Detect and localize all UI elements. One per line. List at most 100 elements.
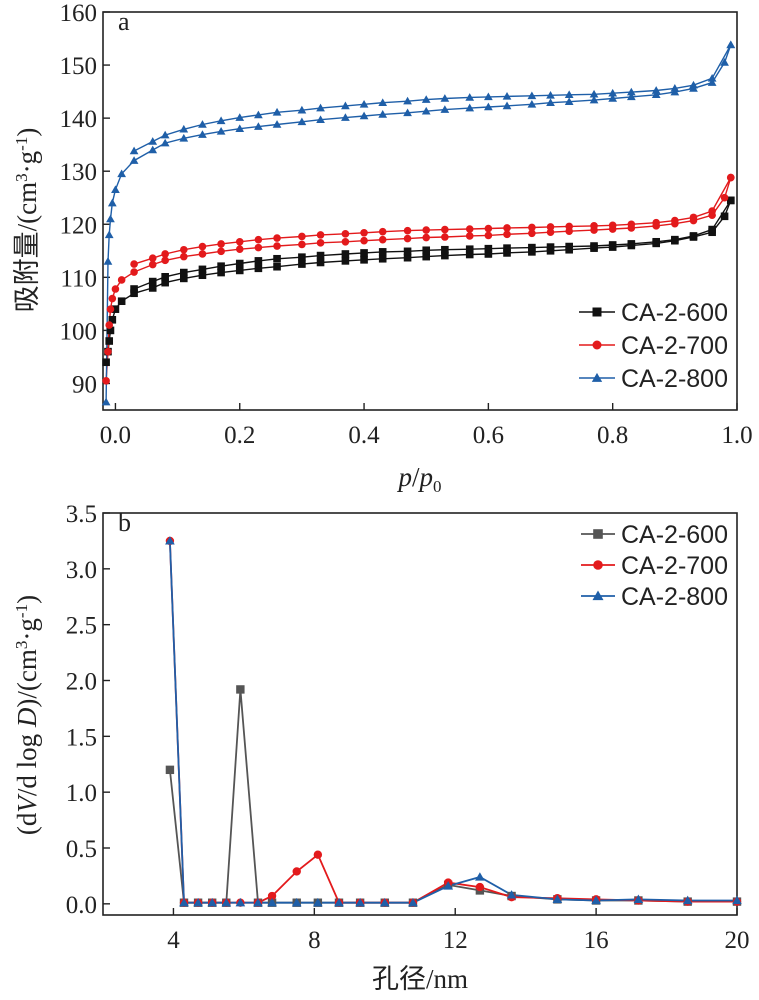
CA-2-800-adsorption-point xyxy=(484,102,493,111)
CA-2-700-desorption-point xyxy=(652,218,660,227)
CA-2-700-desorption-point xyxy=(708,207,716,215)
CA-2-600-desorption-point xyxy=(130,285,138,293)
CA-2-600-adsorption-point xyxy=(130,289,138,298)
CA-2-700-desorption-point xyxy=(608,221,617,230)
CA-2-700-adsorption-point xyxy=(254,243,263,252)
CA-2-700-adsorption-point xyxy=(528,229,536,238)
CA-2-700-adsorption-point xyxy=(422,233,431,242)
y-tick-label: 1.0 xyxy=(66,780,97,807)
CA-2-700-desorption-point xyxy=(726,173,735,182)
CA-2-800-desorption-point xyxy=(707,73,717,82)
CA-2-700-desorption-point xyxy=(254,235,263,244)
CA-2-800-adsorption-point xyxy=(272,120,282,128)
panel-b-y-axis-title: (dV/d log D)/(cm3·g-1) xyxy=(12,595,42,835)
CA-2-800-psd-point xyxy=(221,897,232,907)
CA-2-600-adsorption-point xyxy=(148,284,157,292)
CA-2-600-desorption-point xyxy=(441,245,449,254)
CA-2-800-psd-point xyxy=(506,890,517,899)
CA-2-800-desorption-point xyxy=(297,105,307,114)
y-tick-label: 130 xyxy=(60,159,98,186)
y-tick-label: 2.5 xyxy=(66,613,97,640)
CA-2-800-psd-point xyxy=(355,897,365,907)
CA-2-600-desorption-point xyxy=(235,259,244,268)
CA-2-700-adsorption-point xyxy=(316,239,325,247)
CA-2-800-desorption-point xyxy=(254,110,263,119)
CA-2-800-adsorption-point xyxy=(341,113,350,121)
CA-2-600-adsorption-point xyxy=(441,251,449,260)
CA-2-600-adsorption-point xyxy=(111,305,120,313)
CA-2-700-desorption-point xyxy=(671,216,679,225)
CA-2-600-psd-point xyxy=(236,685,245,694)
y-tick-label: 2.0 xyxy=(66,669,97,696)
CA-2-800-adsorption-point xyxy=(421,106,431,115)
CA-2-800-desorption-point xyxy=(564,90,574,99)
CA-2-700-desorption-point xyxy=(546,223,555,231)
CA-2-700-adsorption-point xyxy=(105,321,114,329)
CA-2-800-desorption-point xyxy=(651,86,661,94)
panel-a-series-markers xyxy=(101,40,736,406)
CA-2-800-adsorption-point xyxy=(297,117,307,126)
legend-CA-2-800-label: CA-2-800 xyxy=(621,365,728,393)
CA-2-600-desorption-point xyxy=(608,241,617,249)
CA-2-800-desorption-point xyxy=(378,98,388,107)
CA-2-800-adsorption-point xyxy=(626,92,636,101)
legend-CA-2-600-label: CA-2-600 xyxy=(621,299,728,327)
CA-2-800-desorption-point xyxy=(341,101,350,110)
CA-2-800-desorption-point xyxy=(129,146,139,155)
CA-2-800-adsorption-point xyxy=(160,138,170,147)
legend-CA-2-800-marker xyxy=(591,372,603,382)
CA-2-800-adsorption-point xyxy=(378,110,388,118)
CA-2-700-desorption-point xyxy=(235,237,244,246)
CA-2-800-adsorption-point xyxy=(720,58,729,66)
CA-2-600-desorption-point xyxy=(378,248,387,256)
x-tick-label: 12 xyxy=(443,927,468,954)
CA-2-600-desorption-point xyxy=(298,253,306,261)
CA-2-800-adsorption-point xyxy=(440,105,450,113)
CA-2-800-desorption-point xyxy=(527,91,537,100)
CA-2-800-adsorption-point xyxy=(465,103,475,112)
CA-2-700-psd-point xyxy=(313,850,323,859)
CA-2-600-adsorption-point xyxy=(341,257,350,265)
CA-2-700-adsorption-point xyxy=(108,294,117,303)
CA-2-600-desorption-point xyxy=(217,262,225,270)
panel-a-legend: CA-2-600 CA-2-700 CA-2-800 xyxy=(579,299,728,393)
CA-2-700-desorption-point xyxy=(403,226,412,235)
CA-2-600-desorption-point xyxy=(180,268,188,277)
CA-2-800-psd-point xyxy=(334,897,344,907)
CA-2-600-desorption-point xyxy=(546,243,555,251)
x-tick-label: 1.0 xyxy=(721,422,752,449)
CA-2-800-desorption-point xyxy=(546,90,555,99)
CA-2-800-desorption-point xyxy=(626,87,636,96)
CA-2-800-adsorption-point xyxy=(101,397,111,406)
panel-b-label: b xyxy=(118,508,131,537)
CA-2-800-desorption-point xyxy=(403,96,412,105)
CA-2-600-adsorption-point xyxy=(105,337,114,345)
CA-2-800-adsorption-point xyxy=(651,90,661,99)
y-tick-label: 1.5 xyxy=(66,724,97,751)
CA-2-700-adsorption-point xyxy=(235,245,244,254)
CA-2-700-desorption-point xyxy=(441,225,449,234)
CA-2-800-adsorption-point xyxy=(546,98,555,107)
CA-2-600-desorption-point xyxy=(198,265,207,274)
CA-2-700-desorption-point xyxy=(590,222,598,230)
panel-b-x-axis-title: 孔径/nm xyxy=(372,964,468,994)
CA-2-800-desorption-point xyxy=(589,89,599,98)
CA-2-700-adsorption-point xyxy=(298,240,306,249)
CA-2-800-psd-point xyxy=(633,894,644,903)
CA-2-800-psd-point xyxy=(443,881,454,890)
CA-2-800-desorption-point xyxy=(689,80,698,89)
CA-2-700-adsorption-point xyxy=(102,377,110,385)
CA-2-600-desorption-point xyxy=(590,242,598,250)
CA-2-800-psd-point xyxy=(207,897,218,907)
CA-2-600-psd-point xyxy=(165,765,175,775)
CA-2-600-desorption-point xyxy=(528,243,536,252)
CA-2-700-desorption-point xyxy=(528,223,536,232)
x-tick-label: 16 xyxy=(584,927,609,954)
x-tick-label: 8 xyxy=(308,927,321,954)
CA-2-600-desorption-point xyxy=(422,246,431,255)
panel-a-label: a xyxy=(118,7,130,36)
CA-2-600-desorption-point xyxy=(708,225,716,234)
CA-2-600-desorption-point xyxy=(627,240,636,248)
CA-2-800-desorption-point xyxy=(726,40,736,49)
